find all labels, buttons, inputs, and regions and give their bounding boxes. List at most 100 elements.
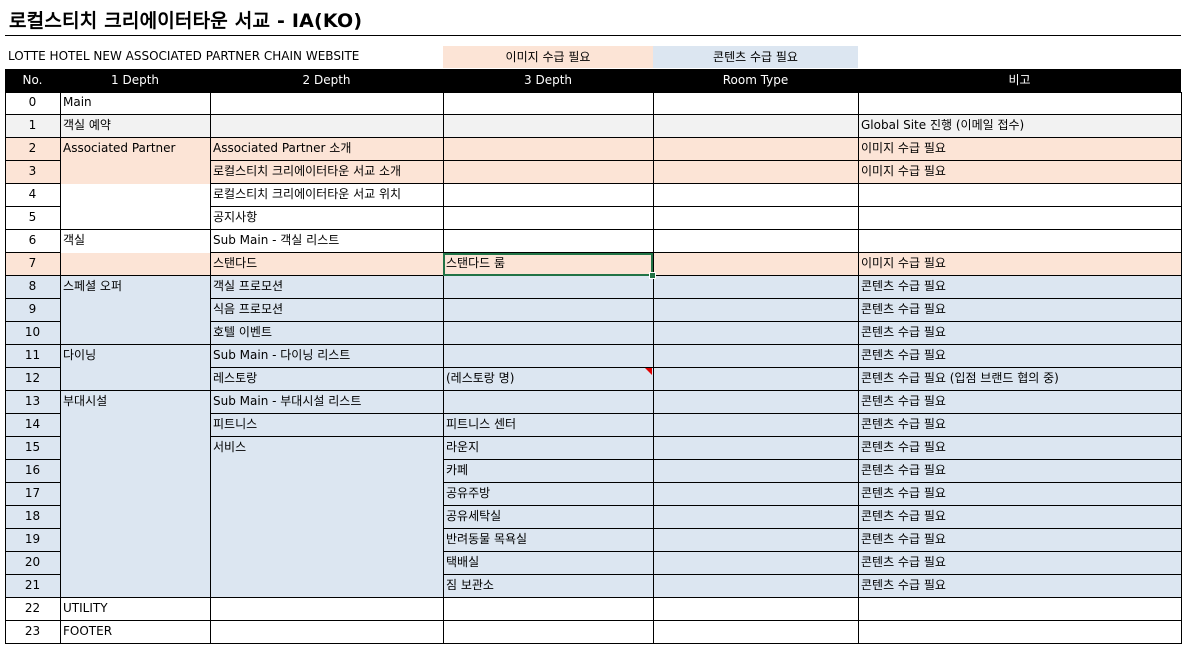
note-cell[interactable]: Global Site 진행 (이메일 접수) bbox=[858, 115, 1181, 138]
note-cell[interactable]: 콘텐츠 수급 필요 bbox=[858, 276, 1181, 299]
no-cell[interactable]: 22 bbox=[5, 598, 60, 621]
depth1-cell[interactable] bbox=[60, 161, 210, 184]
note-cell[interactable]: 콘텐츠 수급 필요 bbox=[858, 460, 1181, 483]
depth1-cell[interactable] bbox=[60, 414, 210, 437]
depth2-cell[interactable]: 공지사항 bbox=[210, 207, 443, 230]
note-cell[interactable]: 콘텐츠 수급 필요 bbox=[858, 506, 1181, 529]
depth1-cell[interactable] bbox=[60, 529, 210, 552]
room-type-cell[interactable] bbox=[653, 299, 858, 322]
depth3-cell[interactable]: 공유주방 bbox=[443, 483, 653, 506]
no-cell[interactable]: 16 bbox=[5, 460, 60, 483]
depth3-cell[interactable] bbox=[443, 391, 653, 414]
depth3-cell[interactable] bbox=[443, 115, 653, 138]
room-type-cell[interactable] bbox=[653, 368, 858, 391]
depth2-cell[interactable] bbox=[210, 598, 443, 621]
room-type-cell[interactable] bbox=[653, 552, 858, 575]
depth2-cell[interactable] bbox=[210, 575, 443, 598]
note-cell[interactable]: 이미지 수급 필요 bbox=[858, 161, 1181, 184]
note-cell[interactable]: 콘텐츠 수급 필요 bbox=[858, 414, 1181, 437]
depth1-cell[interactable] bbox=[60, 207, 210, 230]
depth1-cell[interactable]: 부대시설 bbox=[60, 391, 210, 414]
note-cell[interactable]: 이미지 수급 필요 bbox=[858, 253, 1181, 276]
header-depth3[interactable]: 3 Depth bbox=[524, 73, 572, 87]
depth1-cell[interactable] bbox=[60, 575, 210, 598]
depth1-cell[interactable] bbox=[60, 437, 210, 460]
depth2-cell[interactable]: Sub Main - 부대시설 리스트 bbox=[210, 391, 443, 414]
no-cell[interactable]: 5 bbox=[5, 207, 60, 230]
no-cell[interactable]: 19 bbox=[5, 529, 60, 552]
depth3-cell[interactable] bbox=[443, 230, 653, 253]
depth1-cell[interactable] bbox=[60, 552, 210, 575]
depth1-cell[interactable] bbox=[60, 322, 210, 345]
header-no[interactable]: No. bbox=[22, 73, 43, 87]
depth3-cell[interactable] bbox=[443, 598, 653, 621]
depth1-cell[interactable] bbox=[60, 460, 210, 483]
depth3-cell[interactable] bbox=[443, 92, 653, 115]
depth3-cell[interactable] bbox=[443, 276, 653, 299]
depth1-cell[interactable]: Associated Partner bbox=[60, 138, 210, 161]
room-type-cell[interactable] bbox=[653, 207, 858, 230]
room-type-cell[interactable] bbox=[653, 437, 858, 460]
no-cell[interactable]: 14 bbox=[5, 414, 60, 437]
depth1-cell[interactable] bbox=[60, 483, 210, 506]
no-cell[interactable]: 1 bbox=[5, 115, 60, 138]
note-cell[interactable] bbox=[858, 230, 1181, 253]
depth3-cell[interactable]: 짐 보관소 bbox=[443, 575, 653, 598]
no-cell[interactable]: 20 bbox=[5, 552, 60, 575]
room-type-cell[interactable] bbox=[653, 529, 858, 552]
depth1-cell[interactable] bbox=[60, 368, 210, 391]
room-type-cell[interactable] bbox=[653, 92, 858, 115]
depth3-cell[interactable] bbox=[443, 299, 653, 322]
depth2-cell[interactable]: 식음 프로모션 bbox=[210, 299, 443, 322]
depth3-cell[interactable]: (레스토랑 명) bbox=[443, 368, 653, 391]
depth2-cell[interactable] bbox=[210, 506, 443, 529]
depth2-cell[interactable] bbox=[210, 115, 443, 138]
depth1-cell[interactable]: 객실 예약 bbox=[60, 115, 210, 138]
depth2-cell[interactable] bbox=[210, 92, 443, 115]
fill-handle[interactable] bbox=[649, 272, 656, 279]
depth1-cell[interactable]: 스페셜 오퍼 bbox=[60, 276, 210, 299]
room-type-cell[interactable] bbox=[653, 184, 858, 207]
note-cell[interactable]: 콘텐츠 수급 필요 bbox=[858, 437, 1181, 460]
no-cell[interactable]: 23 bbox=[5, 621, 60, 644]
depth2-cell[interactable]: 로컬스티치 크리에이터타운 서교 위치 bbox=[210, 184, 443, 207]
no-cell[interactable]: 12 bbox=[5, 368, 60, 391]
room-type-cell[interactable] bbox=[653, 391, 858, 414]
note-cell[interactable]: 콘텐츠 수급 필요 bbox=[858, 483, 1181, 506]
room-type-cell[interactable] bbox=[653, 276, 858, 299]
room-type-cell[interactable] bbox=[653, 414, 858, 437]
active-cell-selection[interactable] bbox=[443, 253, 653, 276]
depth2-cell[interactable] bbox=[210, 552, 443, 575]
depth3-cell[interactable] bbox=[443, 184, 653, 207]
depth1-cell[interactable]: FOOTER bbox=[60, 621, 210, 644]
room-type-cell[interactable] bbox=[653, 575, 858, 598]
depth2-cell[interactable]: 객실 프로모션 bbox=[210, 276, 443, 299]
no-cell[interactable]: 0 bbox=[5, 92, 60, 115]
no-cell[interactable]: 8 bbox=[5, 276, 60, 299]
note-cell[interactable]: 이미지 수급 필요 bbox=[858, 138, 1181, 161]
depth3-cell[interactable] bbox=[443, 207, 653, 230]
depth1-cell[interactable]: Main bbox=[60, 92, 210, 115]
no-cell[interactable]: 9 bbox=[5, 299, 60, 322]
depth1-cell[interactable]: UTILITY bbox=[60, 598, 210, 621]
no-cell[interactable]: 21 bbox=[5, 575, 60, 598]
depth2-cell[interactable]: 로컬스티치 크리에이터타운 서교 소개 bbox=[210, 161, 443, 184]
depth3-cell[interactable]: 택배실 bbox=[443, 552, 653, 575]
room-type-cell[interactable] bbox=[653, 460, 858, 483]
depth3-cell[interactable]: 카페 bbox=[443, 460, 653, 483]
depth1-cell[interactable] bbox=[60, 299, 210, 322]
room-type-cell[interactable] bbox=[653, 161, 858, 184]
depth2-cell[interactable]: 서비스 bbox=[210, 437, 443, 460]
no-cell[interactable]: 2 bbox=[5, 138, 60, 161]
no-cell[interactable]: 7 bbox=[5, 253, 60, 276]
room-type-cell[interactable] bbox=[653, 322, 858, 345]
note-cell[interactable]: 콘텐츠 수급 필요 bbox=[858, 322, 1181, 345]
room-type-cell[interactable] bbox=[653, 115, 858, 138]
depth3-cell[interactable] bbox=[443, 621, 653, 644]
room-type-cell[interactable] bbox=[653, 345, 858, 368]
comment-indicator-icon[interactable] bbox=[645, 368, 652, 375]
depth3-cell[interactable]: 피트니스 센터 bbox=[443, 414, 653, 437]
no-cell[interactable]: 15 bbox=[5, 437, 60, 460]
depth1-cell[interactable] bbox=[60, 506, 210, 529]
depth1-cell[interactable]: 다이닝 bbox=[60, 345, 210, 368]
